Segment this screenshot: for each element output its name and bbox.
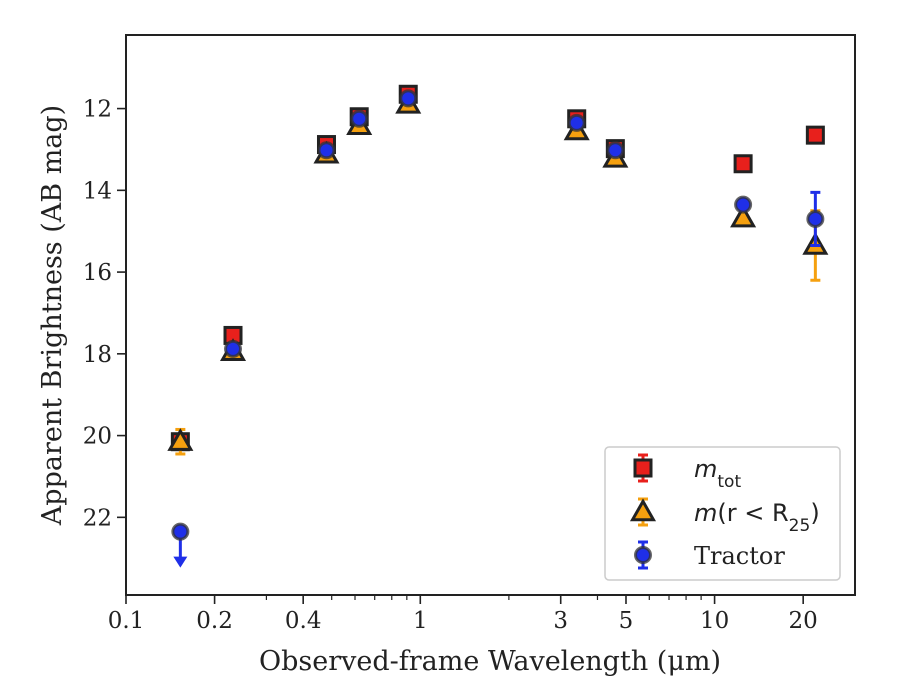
- legend-entry-0: mtot: [633, 453, 741, 492]
- plot-frame: [125, 34, 856, 596]
- y-tick-label: 20: [83, 424, 112, 450]
- data-point: [167, 428, 194, 451]
- x-tick-label: 0.1: [108, 608, 145, 634]
- data-point: [805, 125, 825, 145]
- data-point: [734, 195, 753, 214]
- legend-marker: [629, 498, 657, 522]
- data-point: [224, 339, 243, 358]
- x-tick-label: 5: [619, 608, 634, 634]
- x-tick-label: 3: [553, 608, 568, 634]
- y-axis: 12 14 16 18 20 22: [83, 97, 126, 531]
- y-tick-label: 14: [83, 178, 112, 204]
- data-point: [567, 113, 586, 132]
- data-point: [350, 109, 369, 128]
- series-2: [171, 89, 825, 568]
- x-axis: 0.1 0.2 0.4 1 3 5 10 20: [108, 595, 818, 634]
- series-0: [170, 84, 825, 452]
- y-tick-label: 22: [83, 505, 112, 531]
- legend-label: mtot: [694, 455, 741, 492]
- legend: mtot m(r < R25) Tractor: [604, 446, 841, 581]
- x-tick-label: 1: [413, 608, 428, 634]
- data-point: [806, 209, 825, 228]
- y-tick-label: 18: [83, 342, 112, 368]
- legend-marker: [634, 546, 652, 564]
- legend-label: m(r < R25): [694, 499, 820, 536]
- legend-frame: [604, 446, 841, 581]
- y-axis-label: Apparent Brightness (AB mag): [37, 105, 68, 526]
- x-tick-label: 0.2: [196, 608, 233, 634]
- upper-limit-arrow: [173, 556, 188, 568]
- legend-entry-1: m(r < R25): [629, 497, 820, 536]
- data-point: [606, 141, 625, 160]
- data-point: [171, 522, 190, 541]
- legend-label: Tractor: [694, 542, 785, 570]
- x-axis-label: Observed-frame Wavelength (μm): [259, 646, 721, 677]
- data-point: [730, 204, 757, 228]
- legend-entry-2: Tractor: [634, 540, 785, 570]
- legend-marker: [633, 458, 653, 478]
- y-tick-label: 16: [83, 260, 112, 286]
- x-tick-label: 0.4: [285, 608, 322, 634]
- x-tick-label: 20: [789, 608, 818, 634]
- y-tick-label: 12: [83, 97, 112, 123]
- data-point: [317, 141, 336, 160]
- x-tick-label: 10: [700, 608, 729, 634]
- series-1: [167, 90, 829, 456]
- data-point: [733, 154, 753, 174]
- data-point: [399, 89, 418, 108]
- chart-marks: [167, 84, 829, 568]
